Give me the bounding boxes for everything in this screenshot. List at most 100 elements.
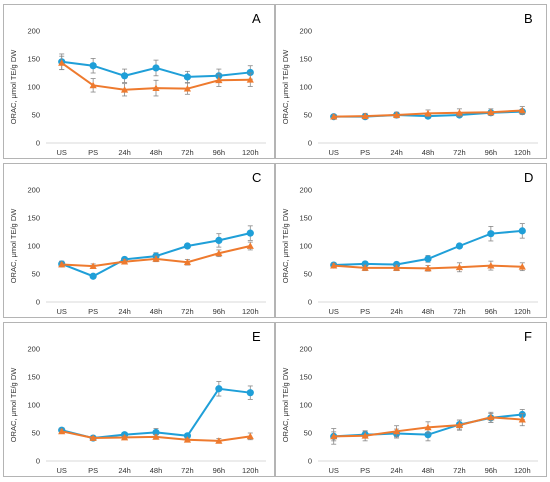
x-tick-label: 24h [390,148,403,157]
data-point [487,413,495,421]
data-point [487,230,495,238]
y-tick-label: 0 [36,457,40,466]
data-point [392,111,401,118]
y-tick-label: 100 [27,83,40,92]
x-tick-label: 96h [485,148,498,157]
x-tick-label: 96h [213,466,226,475]
data-point [246,242,254,249]
y-axis-title: ORAC, μmol TE/g DW [281,208,290,284]
x-tick-label: US [329,307,339,316]
y-tick-label: 100 [27,242,40,251]
chart-panel-d: D 0 50 100 150 200 US PS 24h 48h 72h 96h 120h ORAC, μ… [275,163,547,318]
series-orange [330,106,526,120]
x-tick-label: 120h [514,466,531,475]
data-point [518,415,526,423]
y-tick-label: 0 [308,298,312,307]
series-orange [58,427,254,444]
y-tick-label: 50 [304,111,312,120]
data-point [183,85,192,92]
data-point [246,432,254,440]
y-tick-label: 150 [299,373,312,382]
x-tick-label: 72h [181,148,194,157]
x-tick-label: US [329,148,339,157]
data-point [455,263,464,271]
y-tick-label: 100 [299,83,312,92]
y-tick-label: 0 [308,139,312,148]
x-tick-label: PS [88,307,98,316]
data-point [89,262,97,270]
data-point [89,434,97,441]
data-point [152,433,160,440]
data-point [455,242,464,250]
x-tick-label: 120h [242,466,259,475]
data-point [183,242,192,250]
data-point [487,108,495,116]
chart-panel-e: E 0 50 100 150 200 US PS 24h 48h 72h 96h 120h ORAC, μ… [3,322,275,477]
series-blue [58,53,254,83]
panel-letter: D [524,170,534,185]
chart-svg: 0 50 100 150 200 US PS 24h 48h 72h 96h 120h ORAC, μm… [9,186,266,316]
x-tick-label: 72h [453,148,466,157]
chart-svg: 0 50 100 150 200 US PS 24h 48h 72h 96h 120h ORAC, μm… [9,345,266,475]
data-point [58,427,66,435]
y-axis-title: ORAC, μmol TE/g DW [9,367,18,443]
data-point [361,432,369,439]
data-point [152,428,160,437]
y-tick-label: 200 [27,186,40,195]
y-tick-label: 200 [299,345,312,354]
series-orange [330,411,526,442]
x-tick-label: 72h [453,466,466,475]
data-point [246,389,254,397]
data-point [183,432,192,440]
y-tick-label: 150 [299,214,312,223]
y-tick-label: 200 [27,345,40,354]
data-point [424,423,432,431]
y-tick-label: 100 [27,401,40,410]
x-tick-label: PS [360,466,370,475]
x-tick-label: 120h [242,148,259,157]
panel-letter: C [252,170,262,185]
data-point [392,427,401,435]
series-blue [330,223,526,269]
y-tick-label: 100 [299,401,312,410]
x-tick-label: 72h [181,466,194,475]
y-axis-title: ORAC, μmol TE/g DW [9,208,18,284]
data-point [487,262,495,269]
x-tick-label: PS [360,307,370,316]
y-tick-label: 0 [36,139,40,148]
x-tick-label: 24h [118,466,131,475]
y-tick-label: 0 [36,298,40,307]
series-orange [58,55,254,97]
panel-letter: F [524,329,532,344]
chart-panel-f: F 0 50 100 150 200 US PS 24h 48h 72h 96h 120h ORAC, μ… [275,322,547,477]
x-tick-label: 72h [453,307,466,316]
y-tick-label: 100 [299,242,312,251]
data-point [424,109,432,117]
y-axis-title: ORAC, μmol TE/g DW [281,49,290,125]
data-point [152,84,160,91]
x-tick-label: US [57,466,67,475]
y-tick-label: 150 [27,55,40,64]
y-axis-title: ORAC, μmol TE/g DW [9,49,18,125]
panel-letter: E [252,329,261,344]
data-point [246,229,254,237]
x-tick-label: 96h [485,307,498,316]
y-tick-label: 150 [299,55,312,64]
y-tick-label: 50 [32,270,40,279]
data-point [58,59,66,66]
x-tick-label: 48h [422,148,435,157]
series-orange [330,260,526,273]
x-tick-label: 48h [150,307,163,316]
data-point [518,227,526,235]
data-point [361,112,369,119]
chart-svg: 0 50 100 150 200 US PS 24h 48h 72h 96h 120h ORAC, μm… [281,186,538,316]
x-tick-label: PS [360,148,370,157]
x-tick-label: 120h [514,148,531,157]
y-tick-label: 200 [299,27,312,36]
y-tick-label: 50 [304,270,312,279]
x-tick-label: 96h [213,307,226,316]
chart-svg: 0 50 100 150 200 US PS 24h 48h 72h 96h 120h ORAC, μm… [281,345,538,475]
x-tick-label: 48h [422,307,435,316]
data-point [183,73,192,81]
